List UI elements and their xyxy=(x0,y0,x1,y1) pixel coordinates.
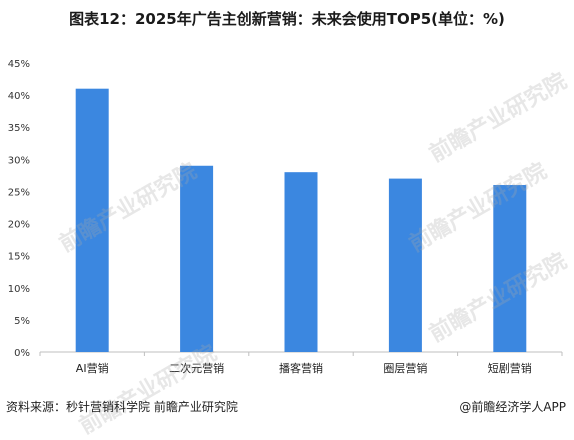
y-tick-label: 40% xyxy=(8,91,30,102)
bar xyxy=(493,185,527,352)
source-note: 资料来源：秒针营销科学院 前瞻产业研究院 xyxy=(6,400,238,414)
credit-note: @前瞻经济学人APP xyxy=(459,400,566,414)
x-category-label: AI营销 xyxy=(76,361,109,375)
y-tick-label: 25% xyxy=(8,187,30,198)
y-tick-label: 20% xyxy=(8,220,30,231)
bar xyxy=(284,172,318,352)
y-tick-label: 0% xyxy=(14,348,30,359)
y-tick-label: 10% xyxy=(8,284,30,295)
bar xyxy=(75,88,109,352)
bar xyxy=(388,178,422,352)
y-tick-label: 35% xyxy=(8,123,30,134)
bar-chart: 0% 5% 10% 15% 20% 25% 30% 35% 40% 45% AI营销 二次元营销 播客营… xyxy=(8,59,563,375)
x-category-label: 二次元营销 xyxy=(169,361,224,375)
chart-title: 图表12：2025年广告主创新营销：未来会使用TOP5(单位：%) xyxy=(69,10,505,28)
y-tick-label: 30% xyxy=(8,155,30,166)
x-category-label: 圈层营销 xyxy=(383,361,427,375)
y-tick-label: 45% xyxy=(8,59,30,70)
y-tick-label: 15% xyxy=(8,252,30,263)
bar xyxy=(180,165,214,352)
y-tick-label: 5% xyxy=(14,316,30,327)
x-category-label: 短剧营销 xyxy=(488,361,532,375)
x-category-label: 播客营销 xyxy=(279,361,323,375)
